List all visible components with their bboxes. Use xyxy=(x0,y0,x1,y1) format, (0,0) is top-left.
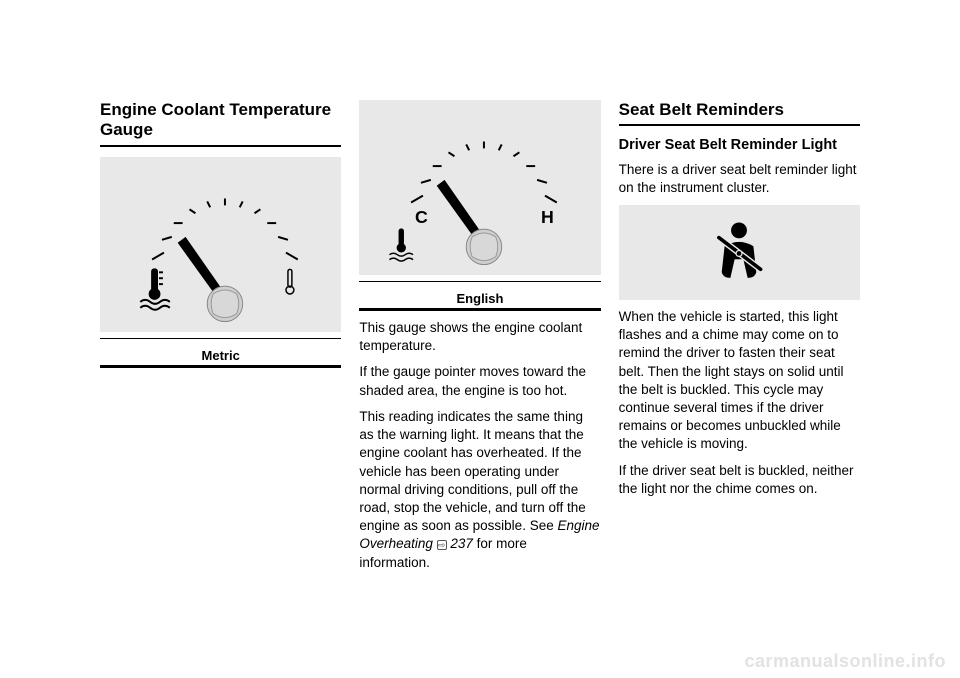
figure-gauge-english: C H xyxy=(359,100,600,275)
figure-metric-block: Metric xyxy=(100,157,341,368)
para-reminder-buckled: If the driver seat belt is buckled, neit… xyxy=(619,462,860,498)
rule xyxy=(100,145,341,147)
column-3: Seat Belt Reminders Driver Seat Belt Rem… xyxy=(619,100,860,580)
figure-english-block: C H xyxy=(359,100,600,311)
para-gauge-overheat: This reading indicates the same thing as… xyxy=(359,408,600,572)
gauge-metric-svg xyxy=(110,166,332,324)
para-gauge-desc: This gauge shows the engine coolant temp… xyxy=(359,319,600,355)
rule xyxy=(359,281,600,282)
para-gauge-hot: If the gauge pointer moves toward the sh… xyxy=(359,363,600,399)
svg-text:H: H xyxy=(541,207,554,227)
heading-seatbelt: Seat Belt Reminders xyxy=(619,100,860,120)
seatbelt-icon xyxy=(703,216,775,288)
column-2: C H xyxy=(359,100,600,580)
ref-page: 237 xyxy=(447,536,473,551)
watermark: carmanualsonline.info xyxy=(744,651,946,672)
rule xyxy=(619,124,860,126)
gauge-english-svg: C H xyxy=(369,109,591,267)
svg-text:C: C xyxy=(415,207,428,227)
caption-metric: Metric xyxy=(100,345,341,368)
rule xyxy=(100,338,341,339)
subheading-driver-light: Driver Seat Belt Reminder Light xyxy=(619,136,860,154)
figure-gauge-metric xyxy=(100,157,341,332)
text: This reading indicates the same thing as… xyxy=(359,409,585,533)
para-reminder-intro: There is a driver seat belt reminder lig… xyxy=(619,161,860,197)
caption-english: English xyxy=(359,288,600,311)
manual-page: Engine Coolant Temperature Gauge xyxy=(0,0,960,600)
figure-seatbelt-icon xyxy=(619,205,860,300)
para-reminder-behavior: When the vehicle is started, this light … xyxy=(619,308,860,454)
heading-coolant: Engine Coolant Temperature Gauge xyxy=(100,100,341,141)
link-icon: ⇨ xyxy=(437,540,447,550)
column-1: Engine Coolant Temperature Gauge xyxy=(100,100,341,580)
